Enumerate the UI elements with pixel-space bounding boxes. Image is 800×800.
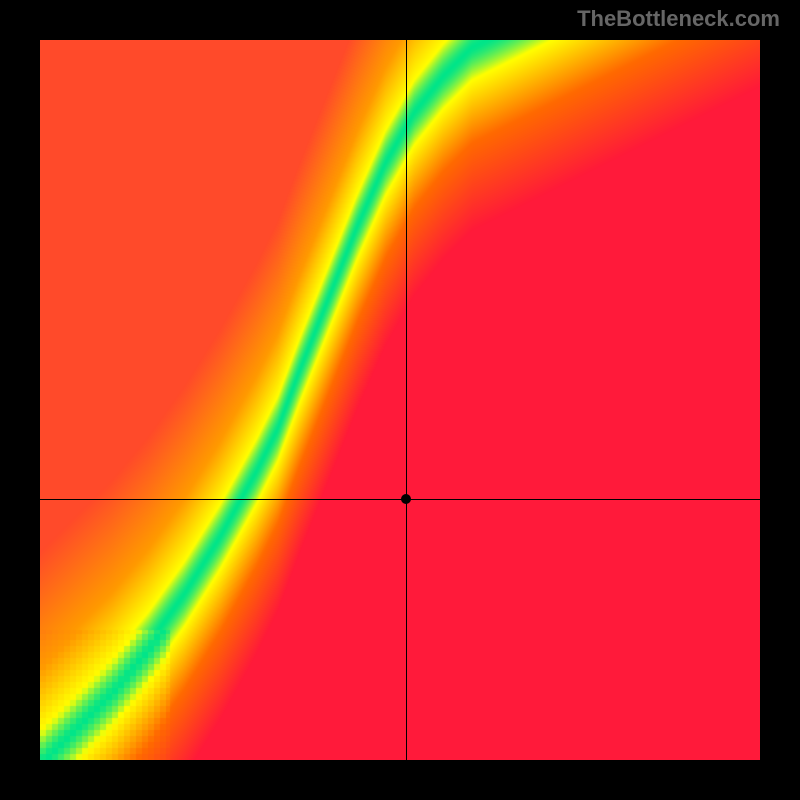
chart-container: TheBottleneck.com (0, 0, 800, 800)
data-point-marker (401, 494, 411, 504)
crosshair-vertical (406, 40, 407, 760)
heatmap-canvas (40, 40, 760, 760)
heatmap-plot (40, 40, 760, 760)
watermark-text: TheBottleneck.com (577, 6, 780, 32)
